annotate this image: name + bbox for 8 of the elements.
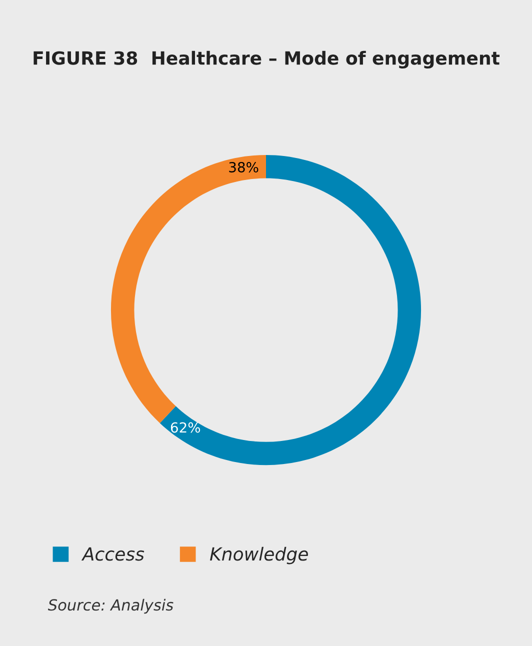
legend-label: Access bbox=[81, 547, 144, 561]
donut-slice bbox=[160, 155, 422, 466]
source-note: Source: Analysis bbox=[48, 598, 174, 614]
chart-title: FIGURE 38 Healthcare – Mode of engagement bbox=[34, 50, 500, 68]
data-label: 62% bbox=[170, 422, 200, 433]
donut-slice bbox=[110, 155, 266, 424]
data-label: 38% bbox=[229, 162, 258, 172]
legend-label: Knowledge bbox=[210, 546, 308, 564]
